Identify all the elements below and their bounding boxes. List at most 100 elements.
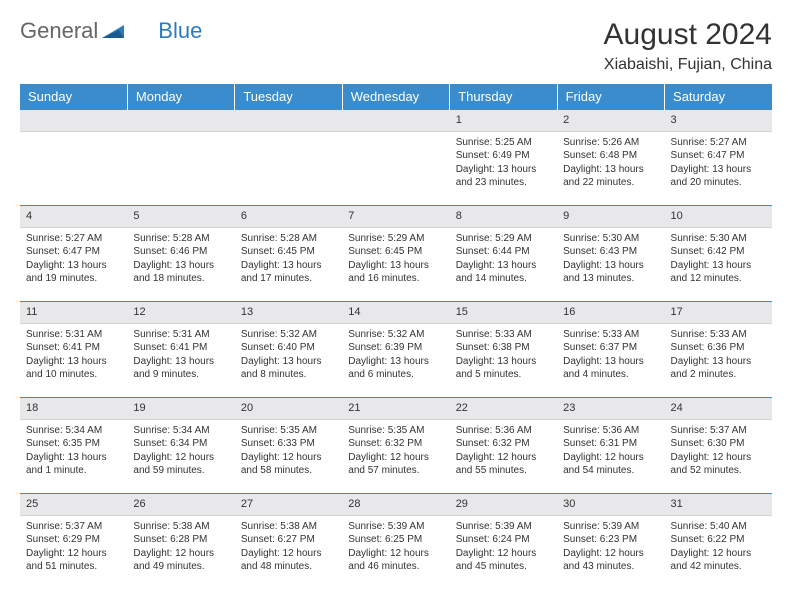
- sunset-text: Sunset: 6:37 PM: [563, 341, 658, 355]
- day-number: 31: [665, 494, 772, 516]
- daylight-text: Daylight: 12 hours and 45 minutes.: [456, 547, 551, 574]
- day-body: Sunrise: 5:33 AMSunset: 6:37 PMDaylight:…: [557, 324, 664, 386]
- daylight-text: Daylight: 12 hours and 42 minutes.: [671, 547, 766, 574]
- daylight-text: Daylight: 13 hours and 14 minutes.: [456, 259, 551, 286]
- calendar-cell: 1Sunrise: 5:25 AMSunset: 6:49 PMDaylight…: [450, 110, 557, 206]
- calendar-cell: 5Sunrise: 5:28 AMSunset: 6:46 PMDaylight…: [127, 206, 234, 302]
- sunrise-text: Sunrise: 5:30 AM: [563, 232, 658, 246]
- day-number: 29: [450, 494, 557, 516]
- day-header: Tuesday: [235, 84, 342, 110]
- sunset-text: Sunset: 6:49 PM: [456, 149, 551, 163]
- day-number: 27: [235, 494, 342, 516]
- sunrise-text: Sunrise: 5:38 AM: [133, 520, 228, 534]
- calendar-cell: 19Sunrise: 5:34 AMSunset: 6:34 PMDayligh…: [127, 398, 234, 494]
- calendar-cell: 7Sunrise: 5:29 AMSunset: 6:45 PMDaylight…: [342, 206, 449, 302]
- sunset-text: Sunset: 6:22 PM: [671, 533, 766, 547]
- day-number: 18: [20, 398, 127, 420]
- sunrise-text: Sunrise: 5:35 AM: [348, 424, 443, 438]
- calendar-cell: 28Sunrise: 5:39 AMSunset: 6:25 PMDayligh…: [342, 494, 449, 590]
- sunrise-text: Sunrise: 5:28 AM: [133, 232, 228, 246]
- sunrise-text: Sunrise: 5:32 AM: [241, 328, 336, 342]
- day-number: 17: [665, 302, 772, 324]
- sunrise-text: Sunrise: 5:33 AM: [671, 328, 766, 342]
- day-header: Thursday: [450, 84, 557, 110]
- day-number: 20: [235, 398, 342, 420]
- day-body: Sunrise: 5:25 AMSunset: 6:49 PMDaylight:…: [450, 132, 557, 194]
- day-header: Sunday: [20, 84, 127, 110]
- day-number: 11: [20, 302, 127, 324]
- calendar-cell: 30Sunrise: 5:39 AMSunset: 6:23 PMDayligh…: [557, 494, 664, 590]
- daylight-text: Daylight: 13 hours and 19 minutes.: [26, 259, 121, 286]
- calendar-cell: [20, 110, 127, 206]
- daylight-text: Daylight: 13 hours and 8 minutes.: [241, 355, 336, 382]
- calendar-cell: 29Sunrise: 5:39 AMSunset: 6:24 PMDayligh…: [450, 494, 557, 590]
- month-title: August 2024: [604, 18, 772, 52]
- daylight-text: Daylight: 12 hours and 54 minutes.: [563, 451, 658, 478]
- daylight-text: Daylight: 12 hours and 46 minutes.: [348, 547, 443, 574]
- sunset-text: Sunset: 6:27 PM: [241, 533, 336, 547]
- sunrise-text: Sunrise: 5:39 AM: [456, 520, 551, 534]
- sunrise-text: Sunrise: 5:40 AM: [671, 520, 766, 534]
- calendar-cell: 4Sunrise: 5:27 AMSunset: 6:47 PMDaylight…: [20, 206, 127, 302]
- calendar-cell: 26Sunrise: 5:38 AMSunset: 6:28 PMDayligh…: [127, 494, 234, 590]
- sunset-text: Sunset: 6:41 PM: [133, 341, 228, 355]
- daylight-text: Daylight: 12 hours and 55 minutes.: [456, 451, 551, 478]
- day-number: 6: [235, 206, 342, 228]
- sunset-text: Sunset: 6:29 PM: [26, 533, 121, 547]
- day-body: Sunrise: 5:39 AMSunset: 6:24 PMDaylight:…: [450, 516, 557, 578]
- calendar-cell: 11Sunrise: 5:31 AMSunset: 6:41 PMDayligh…: [20, 302, 127, 398]
- calendar-cell: [235, 110, 342, 206]
- sunrise-text: Sunrise: 5:37 AM: [26, 520, 121, 534]
- day-body: Sunrise: 5:29 AMSunset: 6:44 PMDaylight:…: [450, 228, 557, 290]
- calendar-cell: 3Sunrise: 5:27 AMSunset: 6:47 PMDaylight…: [665, 110, 772, 206]
- sunrise-text: Sunrise: 5:37 AM: [671, 424, 766, 438]
- day-body: Sunrise: 5:35 AMSunset: 6:32 PMDaylight:…: [342, 420, 449, 482]
- daylight-text: Daylight: 12 hours and 58 minutes.: [241, 451, 336, 478]
- calendar-cell: 16Sunrise: 5:33 AMSunset: 6:37 PMDayligh…: [557, 302, 664, 398]
- day-number: 5: [127, 206, 234, 228]
- day-number: 30: [557, 494, 664, 516]
- title-block: August 2024 Xiabaishi, Fujian, China: [604, 18, 772, 74]
- calendar-cell: 12Sunrise: 5:31 AMSunset: 6:41 PMDayligh…: [127, 302, 234, 398]
- sunrise-text: Sunrise: 5:34 AM: [26, 424, 121, 438]
- daylight-text: Daylight: 13 hours and 5 minutes.: [456, 355, 551, 382]
- day-number: 7: [342, 206, 449, 228]
- daylight-text: Daylight: 13 hours and 20 minutes.: [671, 163, 766, 190]
- sunset-text: Sunset: 6:23 PM: [563, 533, 658, 547]
- calendar-cell: 14Sunrise: 5:32 AMSunset: 6:39 PMDayligh…: [342, 302, 449, 398]
- sunrise-text: Sunrise: 5:31 AM: [26, 328, 121, 342]
- day-number: 19: [127, 398, 234, 420]
- sunset-text: Sunset: 6:39 PM: [348, 341, 443, 355]
- day-number: 13: [235, 302, 342, 324]
- daylight-text: Daylight: 13 hours and 4 minutes.: [563, 355, 658, 382]
- sunrise-text: Sunrise: 5:27 AM: [671, 136, 766, 150]
- calendar-cell: 9Sunrise: 5:30 AMSunset: 6:43 PMDaylight…: [557, 206, 664, 302]
- daylight-text: Daylight: 13 hours and 6 minutes.: [348, 355, 443, 382]
- day-body: Sunrise: 5:38 AMSunset: 6:28 PMDaylight:…: [127, 516, 234, 578]
- day-number: [342, 110, 449, 132]
- day-body: Sunrise: 5:38 AMSunset: 6:27 PMDaylight:…: [235, 516, 342, 578]
- daylight-text: Daylight: 12 hours and 43 minutes.: [563, 547, 658, 574]
- sunset-text: Sunset: 6:34 PM: [133, 437, 228, 451]
- calendar-cell: 6Sunrise: 5:28 AMSunset: 6:45 PMDaylight…: [235, 206, 342, 302]
- calendar-table: SundayMondayTuesdayWednesdayThursdayFrid…: [20, 84, 772, 590]
- day-number: 1: [450, 110, 557, 132]
- day-number: 21: [342, 398, 449, 420]
- sunrise-text: Sunrise: 5:26 AM: [563, 136, 658, 150]
- sunset-text: Sunset: 6:42 PM: [671, 245, 766, 259]
- sunset-text: Sunset: 6:47 PM: [671, 149, 766, 163]
- day-number: 22: [450, 398, 557, 420]
- day-number: 12: [127, 302, 234, 324]
- day-body: Sunrise: 5:33 AMSunset: 6:38 PMDaylight:…: [450, 324, 557, 386]
- sunrise-text: Sunrise: 5:28 AM: [241, 232, 336, 246]
- day-number: 4: [20, 206, 127, 228]
- day-number: 15: [450, 302, 557, 324]
- day-body: Sunrise: 5:34 AMSunset: 6:34 PMDaylight:…: [127, 420, 234, 482]
- day-number: 24: [665, 398, 772, 420]
- day-body: Sunrise: 5:36 AMSunset: 6:32 PMDaylight:…: [450, 420, 557, 482]
- calendar-cell: 20Sunrise: 5:35 AMSunset: 6:33 PMDayligh…: [235, 398, 342, 494]
- daylight-text: Daylight: 13 hours and 12 minutes.: [671, 259, 766, 286]
- calendar-week-row: 11 Sunrise: 5:31 AM Sunset: 6:41 PM Dayligh…: [20, 302, 772, 398]
- sunset-text: Sunset: 6:32 PM: [456, 437, 551, 451]
- sunrise-text: Sunrise: 5:39 AM: [348, 520, 443, 534]
